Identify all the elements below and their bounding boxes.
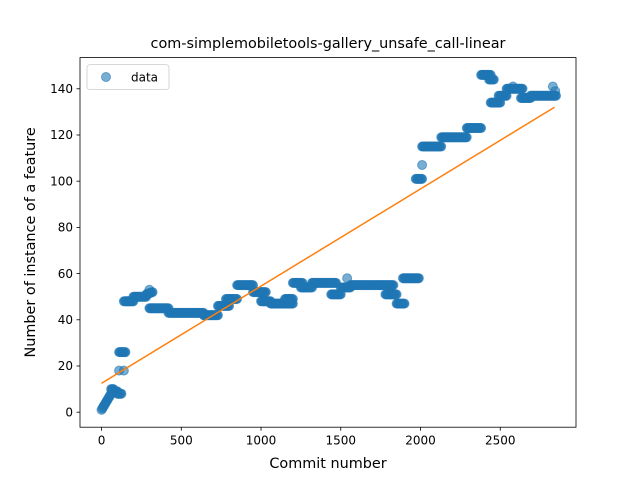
y-tick-label: 80 bbox=[58, 221, 73, 235]
y-axis-ticks: 0 20 40 60 80 100 120 140 bbox=[50, 82, 80, 419]
x-tick-label: 2500 bbox=[485, 434, 516, 448]
y-tick-label: 60 bbox=[58, 267, 73, 281]
data-point bbox=[417, 173, 428, 184]
legend-marker bbox=[101, 72, 111, 82]
data-point bbox=[144, 284, 155, 295]
data-point bbox=[120, 347, 131, 358]
y-tick-label: 20 bbox=[58, 359, 73, 373]
x-tick-label: 1000 bbox=[246, 434, 277, 448]
data-point bbox=[260, 287, 271, 298]
legend-label: data bbox=[131, 71, 158, 85]
data-point bbox=[413, 273, 424, 284]
legend: data bbox=[86, 64, 170, 90]
data-point bbox=[391, 289, 402, 300]
data-point bbox=[287, 294, 298, 304]
data-point bbox=[476, 123, 487, 134]
x-axis-label: Commit number bbox=[269, 456, 386, 472]
y-tick-label: 40 bbox=[58, 313, 73, 327]
data-point bbox=[517, 83, 528, 94]
chart-title: com-simplemobiletools-gallery_unsafe_cal… bbox=[151, 36, 506, 52]
data-point bbox=[436, 141, 447, 152]
y-axis-label: Number of instance of a feature bbox=[23, 127, 39, 357]
regression-line bbox=[101, 106, 555, 384]
x-tick-label: 0 bbox=[98, 434, 106, 448]
y-tick-label: 120 bbox=[50, 128, 73, 142]
data-point bbox=[508, 81, 518, 92]
data-point bbox=[417, 160, 428, 171]
data-point bbox=[399, 298, 410, 309]
x-axis-ticks: 0 500 1000 1500 2000 2500 bbox=[98, 427, 516, 448]
x-tick-label: 500 bbox=[170, 434, 193, 448]
y-tick-label: 140 bbox=[50, 82, 73, 96]
y-tick-label: 0 bbox=[65, 405, 73, 419]
axes-frame bbox=[79, 57, 577, 428]
data-point bbox=[388, 280, 399, 291]
data-point bbox=[550, 86, 561, 97]
legend-box bbox=[86, 64, 170, 90]
y-tick-label: 100 bbox=[50, 174, 73, 188]
data-point bbox=[488, 74, 499, 85]
data-point bbox=[461, 132, 472, 143]
plot-content bbox=[96, 69, 562, 415]
data-point bbox=[342, 273, 353, 284]
data-point bbox=[116, 388, 127, 399]
x-tick-label: 2000 bbox=[405, 434, 436, 448]
x-tick-label: 1500 bbox=[325, 434, 356, 448]
